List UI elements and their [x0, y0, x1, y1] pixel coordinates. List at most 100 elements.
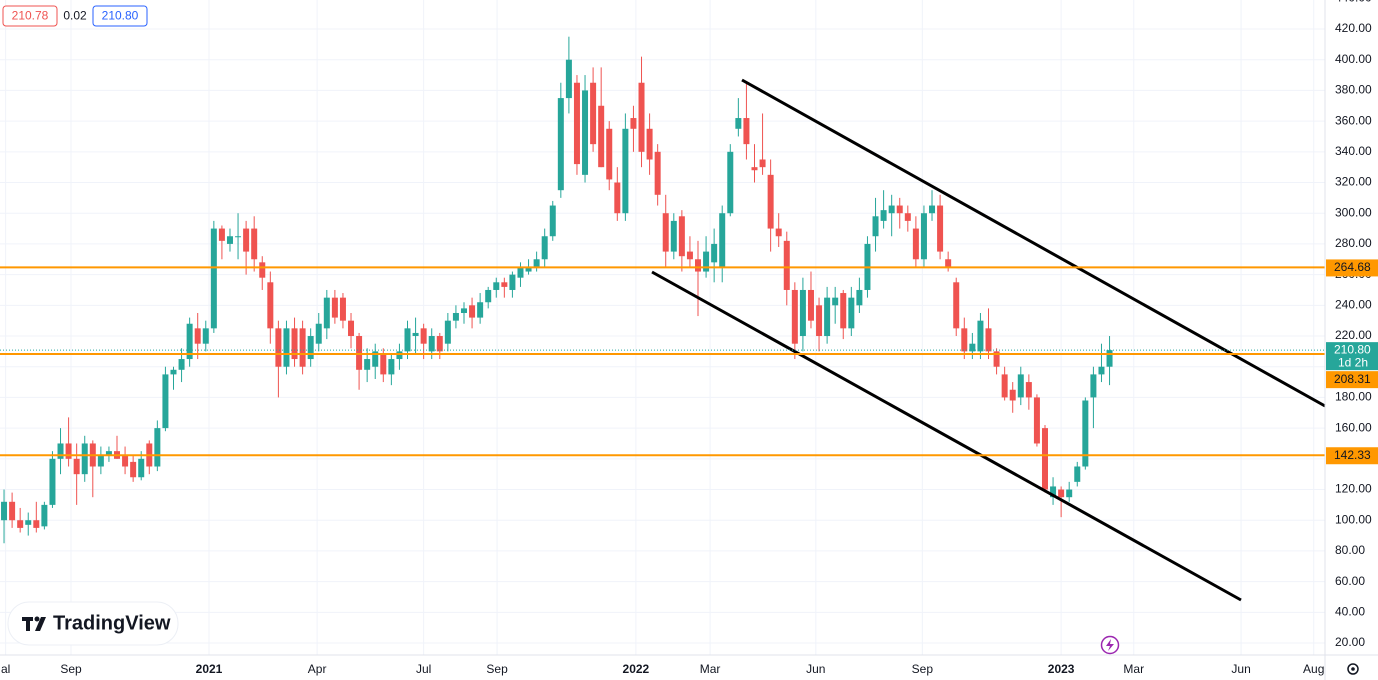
- candle-body: [662, 213, 669, 252]
- candle-body: [420, 328, 427, 344]
- candle-body: [856, 289, 863, 306]
- candle-body: [791, 289, 798, 344]
- candle-body: [485, 289, 492, 303]
- candle-body: [291, 328, 298, 360]
- candle-body: [969, 343, 976, 352]
- level-label: 264.68: [1334, 260, 1371, 274]
- candle-body: [961, 328, 968, 352]
- candle-body: [1074, 466, 1081, 482]
- candle-body: [218, 228, 225, 241]
- candle-body: [904, 213, 911, 221]
- candle-body: [259, 262, 266, 278]
- candle-body: [477, 302, 484, 318]
- candle-body: [162, 374, 169, 429]
- candle-body: [178, 359, 185, 370]
- candle-body: [275, 328, 282, 367]
- candle-body: [315, 323, 322, 344]
- x-tick-label: Jun: [806, 662, 825, 676]
- candle-body: [646, 128, 653, 160]
- candle-body: [105, 451, 112, 456]
- candle-body: [364, 359, 371, 370]
- candle-body: [767, 174, 774, 229]
- candle-body: [872, 216, 879, 237]
- candle-body: [251, 228, 258, 260]
- candle-body: [186, 323, 193, 360]
- candle-body: [1033, 397, 1040, 444]
- logo-icon: [22, 616, 46, 631]
- candle-body: [751, 167, 758, 171]
- candle-body: [993, 351, 1000, 367]
- lightning: [1106, 639, 1114, 651]
- candle-body: [501, 282, 508, 287]
- candle-body: [896, 205, 903, 214]
- trendline-lower[interactable]: [651, 270, 1242, 602]
- level-box: [1326, 371, 1378, 389]
- grid: [0, 0, 1325, 655]
- y-tick-label: 180.00: [1335, 390, 1372, 404]
- candle-body: [775, 228, 782, 237]
- candle-body: [912, 228, 919, 260]
- candle-body: [9, 501, 16, 521]
- candle-body: [65, 443, 72, 459]
- candle-body: [880, 210, 887, 221]
- last-price-box: [1326, 342, 1378, 371]
- candle-body: [49, 458, 56, 505]
- candle-body: [130, 461, 137, 478]
- candle-body: [573, 82, 580, 165]
- countdown: 1d 2h: [1338, 355, 1368, 369]
- candle-body: [388, 359, 395, 375]
- candle-body: [444, 320, 451, 344]
- candle-body: [323, 297, 330, 329]
- candle-body: [170, 369, 177, 375]
- x-tick-label: Mar: [700, 662, 721, 676]
- candle-body: [154, 428, 161, 467]
- candle-body: [1106, 350, 1113, 367]
- candle-body: [41, 504, 48, 527]
- candle-body: [695, 259, 702, 272]
- candle-body: [509, 274, 516, 290]
- candle-body: [533, 259, 540, 267]
- candle-body: [331, 297, 338, 318]
- candle-body: [977, 320, 984, 352]
- y-tick-label: 220.00: [1335, 328, 1372, 342]
- candle-body: [436, 336, 443, 352]
- candle-body: [719, 213, 726, 267]
- candle-body: [1041, 428, 1048, 490]
- candle-body: [1009, 389, 1016, 401]
- candle-body: [517, 266, 524, 278]
- candle-body: [202, 328, 209, 344]
- candle-body: [929, 205, 936, 214]
- candle-body: [840, 293, 847, 329]
- candle-body: [1098, 366, 1105, 375]
- candle-body: [380, 354, 387, 375]
- y-tick-label: 320.00: [1335, 175, 1372, 189]
- candle-body: [235, 236, 242, 238]
- candle-body: [299, 328, 306, 367]
- level-box: [1326, 447, 1378, 465]
- y-tick-label: 280.00: [1335, 236, 1372, 250]
- logo-box[interactable]: [7, 601, 179, 646]
- candle-body: [937, 205, 944, 252]
- spread: 0.02: [63, 9, 87, 23]
- candle-body: [339, 297, 346, 321]
- candle-body: [25, 520, 32, 525]
- level-label: 208.31: [1334, 372, 1371, 386]
- candle-body: [920, 213, 927, 260]
- candle-body: [226, 236, 233, 244]
- trendline-upper[interactable]: [741, 78, 1326, 408]
- y-tick-label: 400.00: [1335, 52, 1372, 66]
- x-tick-label: Aug: [1303, 662, 1324, 676]
- candle-body: [17, 520, 24, 528]
- candle-body: [33, 520, 40, 528]
- candle-body: [525, 266, 532, 272]
- candle-body: [541, 236, 548, 260]
- y-tick-label: 420.00: [1335, 21, 1372, 35]
- settings-gear[interactable]: [1347, 663, 1359, 675]
- candle-body: [412, 332, 419, 337]
- candle-body: [1025, 382, 1032, 398]
- candle-body: [638, 82, 645, 152]
- candle-body: [686, 251, 693, 260]
